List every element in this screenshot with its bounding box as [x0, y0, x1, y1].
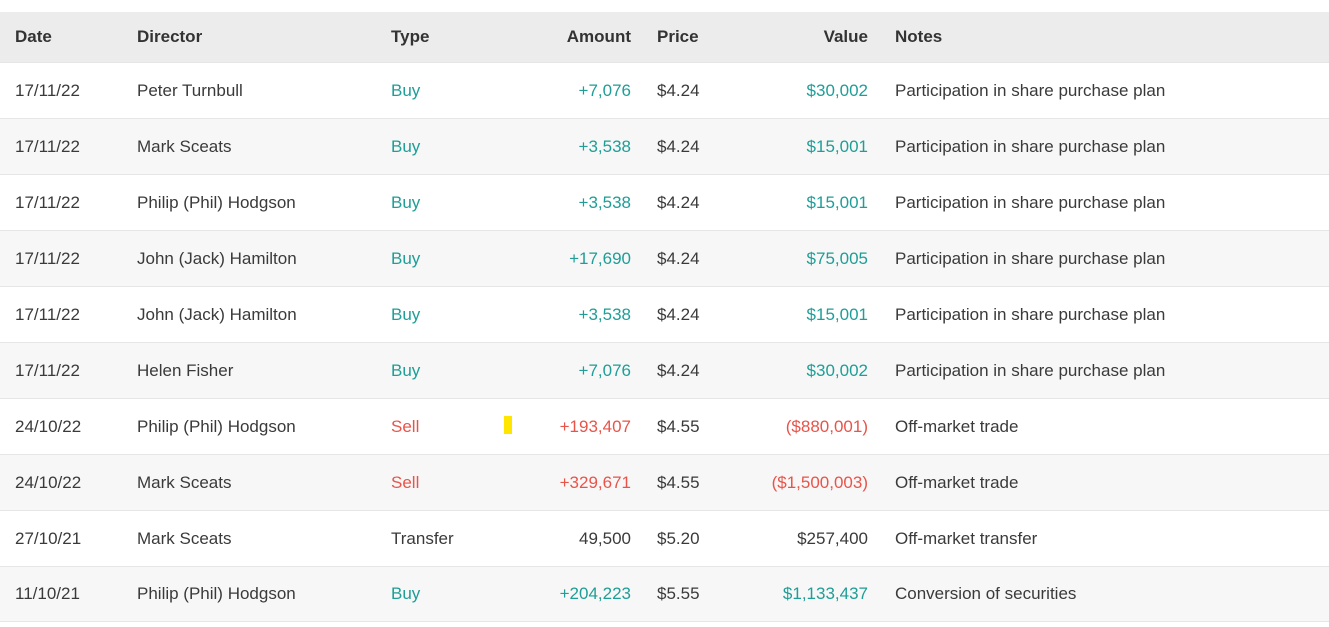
notes-cell: Participation in share purchase plan — [895, 248, 1166, 268]
date-cell: 24/10/22 — [15, 472, 82, 492]
notes-cell: Off-market trade — [895, 416, 1019, 436]
director-cell: Philip (Phil) Hodgson — [137, 416, 296, 436]
price-cell: $4.55 — [657, 416, 700, 436]
table-row: 17/11/22 Mark Sceats Buy +3,538 $4.24 $1… — [0, 118, 1329, 174]
amount-cell: +3,538 — [578, 304, 631, 324]
notes-cell: Participation in share purchase plan — [895, 304, 1166, 324]
amount-cell: +7,076 — [578, 80, 631, 100]
table-row: 17/11/22 John (Jack) Hamilton Buy +17,69… — [0, 230, 1329, 286]
column-header-price: Price — [657, 27, 699, 46]
column-header-date: Date — [15, 27, 52, 46]
date-cell: 17/11/22 — [15, 304, 80, 324]
column-header-type: Type — [391, 27, 430, 46]
column-header-value: Value — [823, 27, 868, 46]
value-cell: $15,001 — [806, 136, 868, 156]
table-row: 24/10/22 Mark Sceats Sell +329,671 $4.55… — [0, 454, 1329, 510]
price-cell: $4.55 — [657, 472, 700, 492]
amount-cell: +204,223 — [559, 584, 631, 603]
type-cell: Buy — [391, 304, 421, 324]
type-cell: Buy — [391, 136, 421, 156]
date-cell: 17/11/22 — [15, 360, 80, 380]
price-cell: $4.24 — [657, 136, 700, 156]
value-cell: $30,002 — [806, 360, 868, 380]
amount-cell: +193,407 — [559, 416, 631, 436]
date-cell: 17/11/22 — [15, 136, 80, 156]
director-cell: Helen Fisher — [137, 360, 234, 380]
director-cell: Mark Sceats — [137, 528, 232, 548]
type-cell: Buy — [391, 192, 421, 212]
column-header-amount: Amount — [566, 27, 631, 46]
notes-cell: Off-market transfer — [895, 528, 1038, 548]
value-cell: $257,400 — [797, 528, 868, 548]
table-row: 24/10/22 Philip (Phil) Hodgson Sell +193… — [0, 398, 1329, 454]
type-cell: Buy — [391, 80, 421, 100]
price-cell: $4.24 — [657, 304, 700, 324]
value-cell: $30,002 — [806, 80, 868, 100]
table-body: 17/11/22 Peter Turnbull Buy +7,076 $4.24… — [0, 62, 1329, 622]
director-cell: Philip (Phil) Hodgson — [137, 584, 296, 603]
table-row: 17/11/22 Helen Fisher Buy +7,076 $4.24 $… — [0, 342, 1329, 398]
notes-cell: Participation in share purchase plan — [895, 360, 1166, 380]
yellow-cursor-marker — [504, 416, 512, 434]
date-cell: 17/11/22 — [15, 248, 80, 268]
table-row: 11/10/21 Philip (Phil) Hodgson Buy +204,… — [0, 566, 1329, 622]
notes-cell: Off-market trade — [895, 472, 1019, 492]
type-cell: Sell — [391, 416, 420, 436]
column-header-notes: Notes — [895, 27, 943, 46]
table-header-row: Date Director Type Amount Price Value No… — [0, 12, 1329, 62]
date-cell: 17/11/22 — [15, 80, 80, 100]
price-cell: $5.55 — [657, 584, 700, 603]
price-cell: $4.24 — [657, 360, 700, 380]
date-cell: 27/10/21 — [15, 528, 82, 548]
date-cell: 24/10/22 — [15, 416, 82, 436]
notes-cell: Participation in share purchase plan — [895, 80, 1166, 100]
amount-cell: +3,538 — [578, 192, 631, 212]
director-cell: Philip (Phil) Hodgson — [137, 192, 296, 212]
date-cell: 11/10/21 — [15, 584, 80, 603]
value-cell: $15,001 — [806, 192, 868, 212]
value-cell: $15,001 — [806, 304, 868, 324]
director-cell: Mark Sceats — [137, 472, 232, 492]
amount-cell: 49,500 — [579, 528, 631, 548]
table-row: 17/11/22 John (Jack) Hamilton Buy +3,538… — [0, 286, 1329, 342]
column-header-director: Director — [137, 27, 203, 46]
amount-cell: +17,690 — [569, 248, 631, 268]
director-cell: Mark Sceats — [137, 136, 232, 156]
director-transactions-table: Date Director Type Amount Price Value No… — [0, 12, 1329, 622]
notes-cell: Participation in share purchase plan — [895, 192, 1166, 212]
type-cell: Buy — [391, 584, 421, 603]
director-cell: John (Jack) Hamilton — [137, 304, 297, 324]
type-cell: Buy — [391, 360, 421, 380]
price-cell: $4.24 — [657, 248, 700, 268]
price-cell: $4.24 — [657, 80, 700, 100]
director-cell: John (Jack) Hamilton — [137, 248, 297, 268]
value-cell: ($1,500,003) — [771, 472, 868, 492]
type-cell: Transfer — [391, 528, 454, 548]
amount-cell: +7,076 — [578, 360, 631, 380]
value-cell: $1,133,437 — [782, 584, 868, 603]
type-cell: Sell — [391, 472, 420, 492]
table-row: 17/11/22 Philip (Phil) Hodgson Buy +3,53… — [0, 174, 1329, 230]
value-cell: $75,005 — [806, 248, 868, 268]
price-cell: $5.20 — [657, 528, 700, 548]
amount-cell: +329,671 — [559, 472, 631, 492]
type-cell: Buy — [391, 248, 421, 268]
value-cell: ($880,001) — [785, 416, 868, 436]
date-cell: 17/11/22 — [15, 192, 80, 212]
amount-cell: +3,538 — [578, 136, 631, 156]
notes-cell: Participation in share purchase plan — [895, 136, 1166, 156]
table-row: 17/11/22 Peter Turnbull Buy +7,076 $4.24… — [0, 62, 1329, 118]
notes-cell: Conversion of securities — [895, 584, 1077, 603]
price-cell: $4.24 — [657, 192, 700, 212]
director-cell: Peter Turnbull — [137, 80, 243, 100]
table-row: 27/10/21 Mark Sceats Transfer 49,500 $5.… — [0, 510, 1329, 566]
